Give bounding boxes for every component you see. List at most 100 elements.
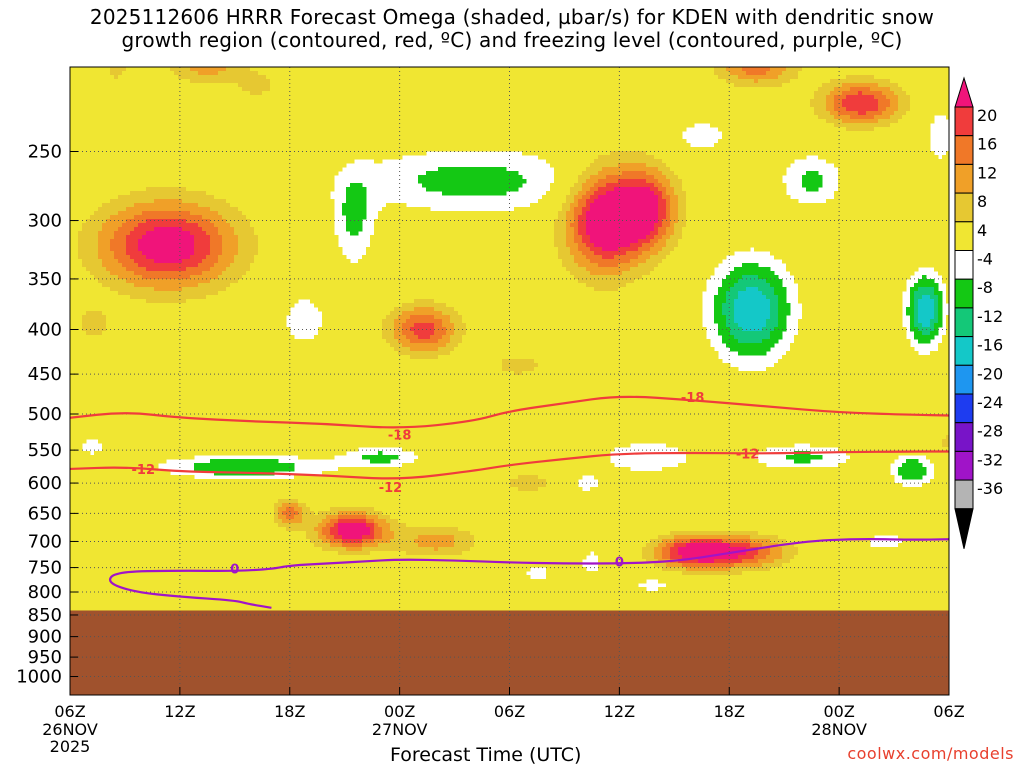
omega-cell <box>118 551 123 556</box>
omega-cell <box>142 415 147 420</box>
omega-cell <box>174 227 179 232</box>
omega-cell <box>190 447 195 452</box>
omega-cell <box>166 527 171 532</box>
omega-cell <box>146 447 151 452</box>
omega-cell <box>70 371 75 376</box>
omega-cell <box>122 267 127 272</box>
omega-cell <box>130 203 135 208</box>
omega-cell <box>74 271 79 276</box>
omega-cell <box>182 483 187 488</box>
omega-cell <box>126 311 131 316</box>
omega-cell <box>154 239 159 244</box>
omega-cell <box>94 67 99 72</box>
omega-cell <box>154 331 159 336</box>
omega-cell <box>158 239 163 244</box>
omega-cell <box>146 419 151 424</box>
omega-cell <box>138 167 143 172</box>
omega-cell <box>146 243 151 248</box>
omega-cell <box>74 579 79 584</box>
omega-cell <box>94 395 99 400</box>
omega-cell <box>70 443 75 448</box>
omega-cell <box>86 543 91 548</box>
omega-cell <box>174 319 179 324</box>
omega-cell <box>78 291 83 296</box>
omega-cell <box>166 127 171 132</box>
omega-cell <box>138 135 143 140</box>
omega-cell <box>70 183 75 188</box>
omega-cell <box>94 163 99 168</box>
omega-cell <box>130 371 135 376</box>
omega-cell <box>74 563 79 568</box>
omega-cell <box>194 195 199 200</box>
omega-cell <box>126 575 131 580</box>
omega-cell <box>122 315 127 320</box>
omega-cell <box>74 367 79 372</box>
omega-cell <box>130 443 135 448</box>
omega-cell <box>142 139 147 144</box>
omega-cell <box>190 379 195 384</box>
omega-cell <box>158 235 163 240</box>
omega-cell <box>118 527 123 532</box>
omega-cell <box>110 439 115 444</box>
omega-cell <box>138 295 143 300</box>
omega-cell <box>110 195 115 200</box>
omega-cell <box>134 303 139 308</box>
omega-cell <box>162 579 167 584</box>
omega-cell <box>190 119 195 124</box>
omega-cell <box>130 531 135 536</box>
omega-cell <box>98 371 103 376</box>
omega-cell <box>174 507 179 512</box>
omega-cell <box>190 131 195 136</box>
omega-cell <box>190 175 195 180</box>
omega-cell <box>166 435 171 440</box>
omega-cell <box>186 543 191 548</box>
omega-cell <box>70 499 75 504</box>
omega-cell <box>94 583 99 588</box>
omega-cell <box>194 171 199 176</box>
omega-cell <box>154 311 159 316</box>
omega-cell <box>86 251 91 256</box>
omega-cell <box>106 571 111 576</box>
omega-cell <box>78 343 83 348</box>
omega-cell <box>190 179 195 184</box>
omega-cell <box>162 399 167 404</box>
omega-cell <box>142 207 147 212</box>
omega-cell <box>170 519 175 524</box>
omega-cell <box>158 179 163 184</box>
omega-cell <box>170 443 175 448</box>
omega-cell <box>86 559 91 564</box>
omega-cell <box>98 159 103 164</box>
omega-cell <box>142 347 147 352</box>
omega-cell <box>194 399 199 404</box>
omega-cell <box>154 563 159 568</box>
omega-cell <box>162 355 167 360</box>
omega-cell <box>110 431 115 436</box>
omega-cell <box>146 347 151 352</box>
omega-cell <box>190 427 195 432</box>
omega-cell <box>90 183 95 188</box>
omega-cell <box>78 603 83 608</box>
omega-cell <box>94 331 99 336</box>
omega-cell <box>94 203 99 208</box>
omega-cell <box>146 487 151 492</box>
omega-cell <box>170 303 175 308</box>
omega-cell <box>74 387 79 392</box>
omega-cell <box>122 551 127 556</box>
omega-cell <box>86 99 91 104</box>
omega-cell <box>186 587 191 592</box>
omega-cell <box>78 507 83 512</box>
omega-cell <box>162 83 167 88</box>
omega-cell <box>170 259 175 264</box>
omega-cell <box>142 427 147 432</box>
omega-cell <box>74 395 79 400</box>
omega-cell <box>98 263 103 268</box>
omega-cell <box>166 315 171 320</box>
omega-cell <box>98 559 103 564</box>
omega-cell <box>78 163 83 168</box>
omega-cell <box>166 99 171 104</box>
omega-cell <box>78 503 83 508</box>
omega-cell <box>78 283 83 288</box>
omega-cell <box>94 603 99 608</box>
omega-cell <box>94 515 99 520</box>
omega-cell <box>70 191 75 196</box>
